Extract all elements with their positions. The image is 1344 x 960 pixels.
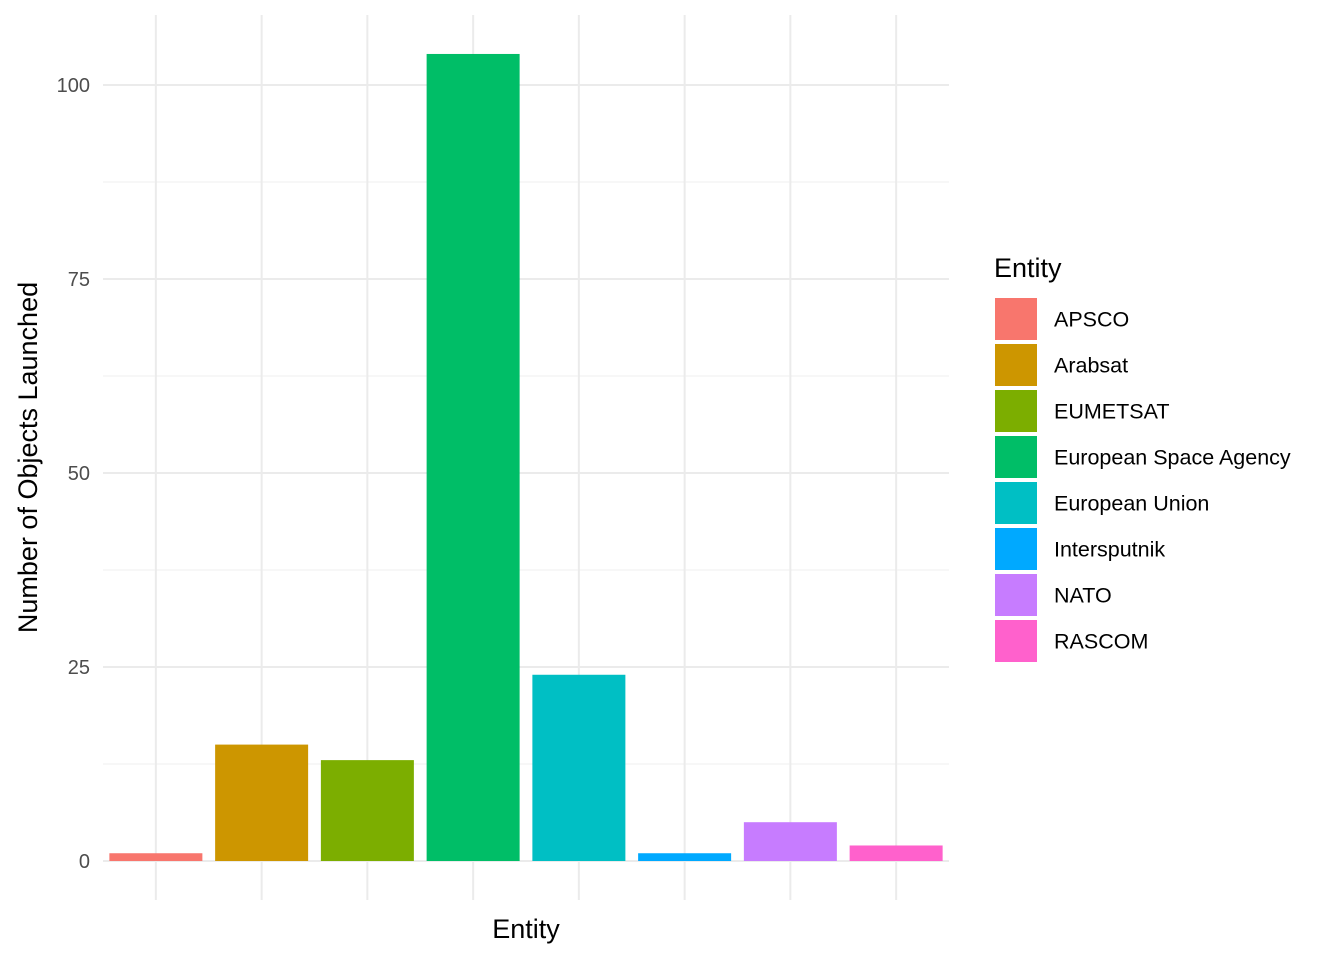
legend-key-european-space-agency — [995, 436, 1037, 478]
legend-key-european-union — [995, 482, 1037, 524]
legend-label: European Space Agency — [1054, 446, 1291, 470]
legend: Entity APSCO Arabsat EUMETSAT European Spac… — [994, 253, 1291, 662]
legend-key-eumetsat — [995, 390, 1037, 432]
y-axis-title: Number of Objects Launched — [13, 282, 43, 633]
legend-label: EUMETSAT — [1054, 400, 1169, 424]
legend-label: Intersputnik — [1054, 538, 1165, 562]
x-axis-title: Entity — [492, 914, 560, 944]
y-tick-label: 100 — [57, 75, 90, 97]
legend-key-arabsat — [995, 344, 1037, 386]
bar-intersputnik — [638, 853, 732, 861]
y-axis-ticks: 0 25 50 75 100 — [57, 75, 90, 873]
bar-eumetsat — [320, 760, 414, 861]
bar-arabsat — [215, 744, 309, 861]
y-tick-label: 0 — [79, 851, 90, 873]
y-tick-label: 75 — [68, 269, 90, 291]
bar-european-space-agency — [426, 53, 520, 861]
bar-nato — [743, 822, 837, 861]
y-tick-label: 50 — [68, 463, 90, 485]
legend-title: Entity — [994, 253, 1062, 283]
legend-key-nato — [995, 574, 1037, 616]
legend-key-rascom — [995, 620, 1037, 662]
y-tick-label: 25 — [68, 657, 90, 679]
bar-apsco — [109, 853, 203, 861]
legend-key-intersputnik — [995, 528, 1037, 570]
legend-key-apsco — [995, 298, 1037, 340]
bars — [109, 53, 943, 861]
legend-label: European Union — [1054, 492, 1209, 516]
bar-rascom — [849, 845, 943, 861]
legend-label: APSCO — [1054, 308, 1129, 332]
legend-label: RASCOM — [1054, 630, 1148, 654]
legend-label: NATO — [1054, 584, 1112, 608]
bar-european-union — [532, 674, 626, 861]
legend-label: Arabsat — [1054, 354, 1128, 378]
